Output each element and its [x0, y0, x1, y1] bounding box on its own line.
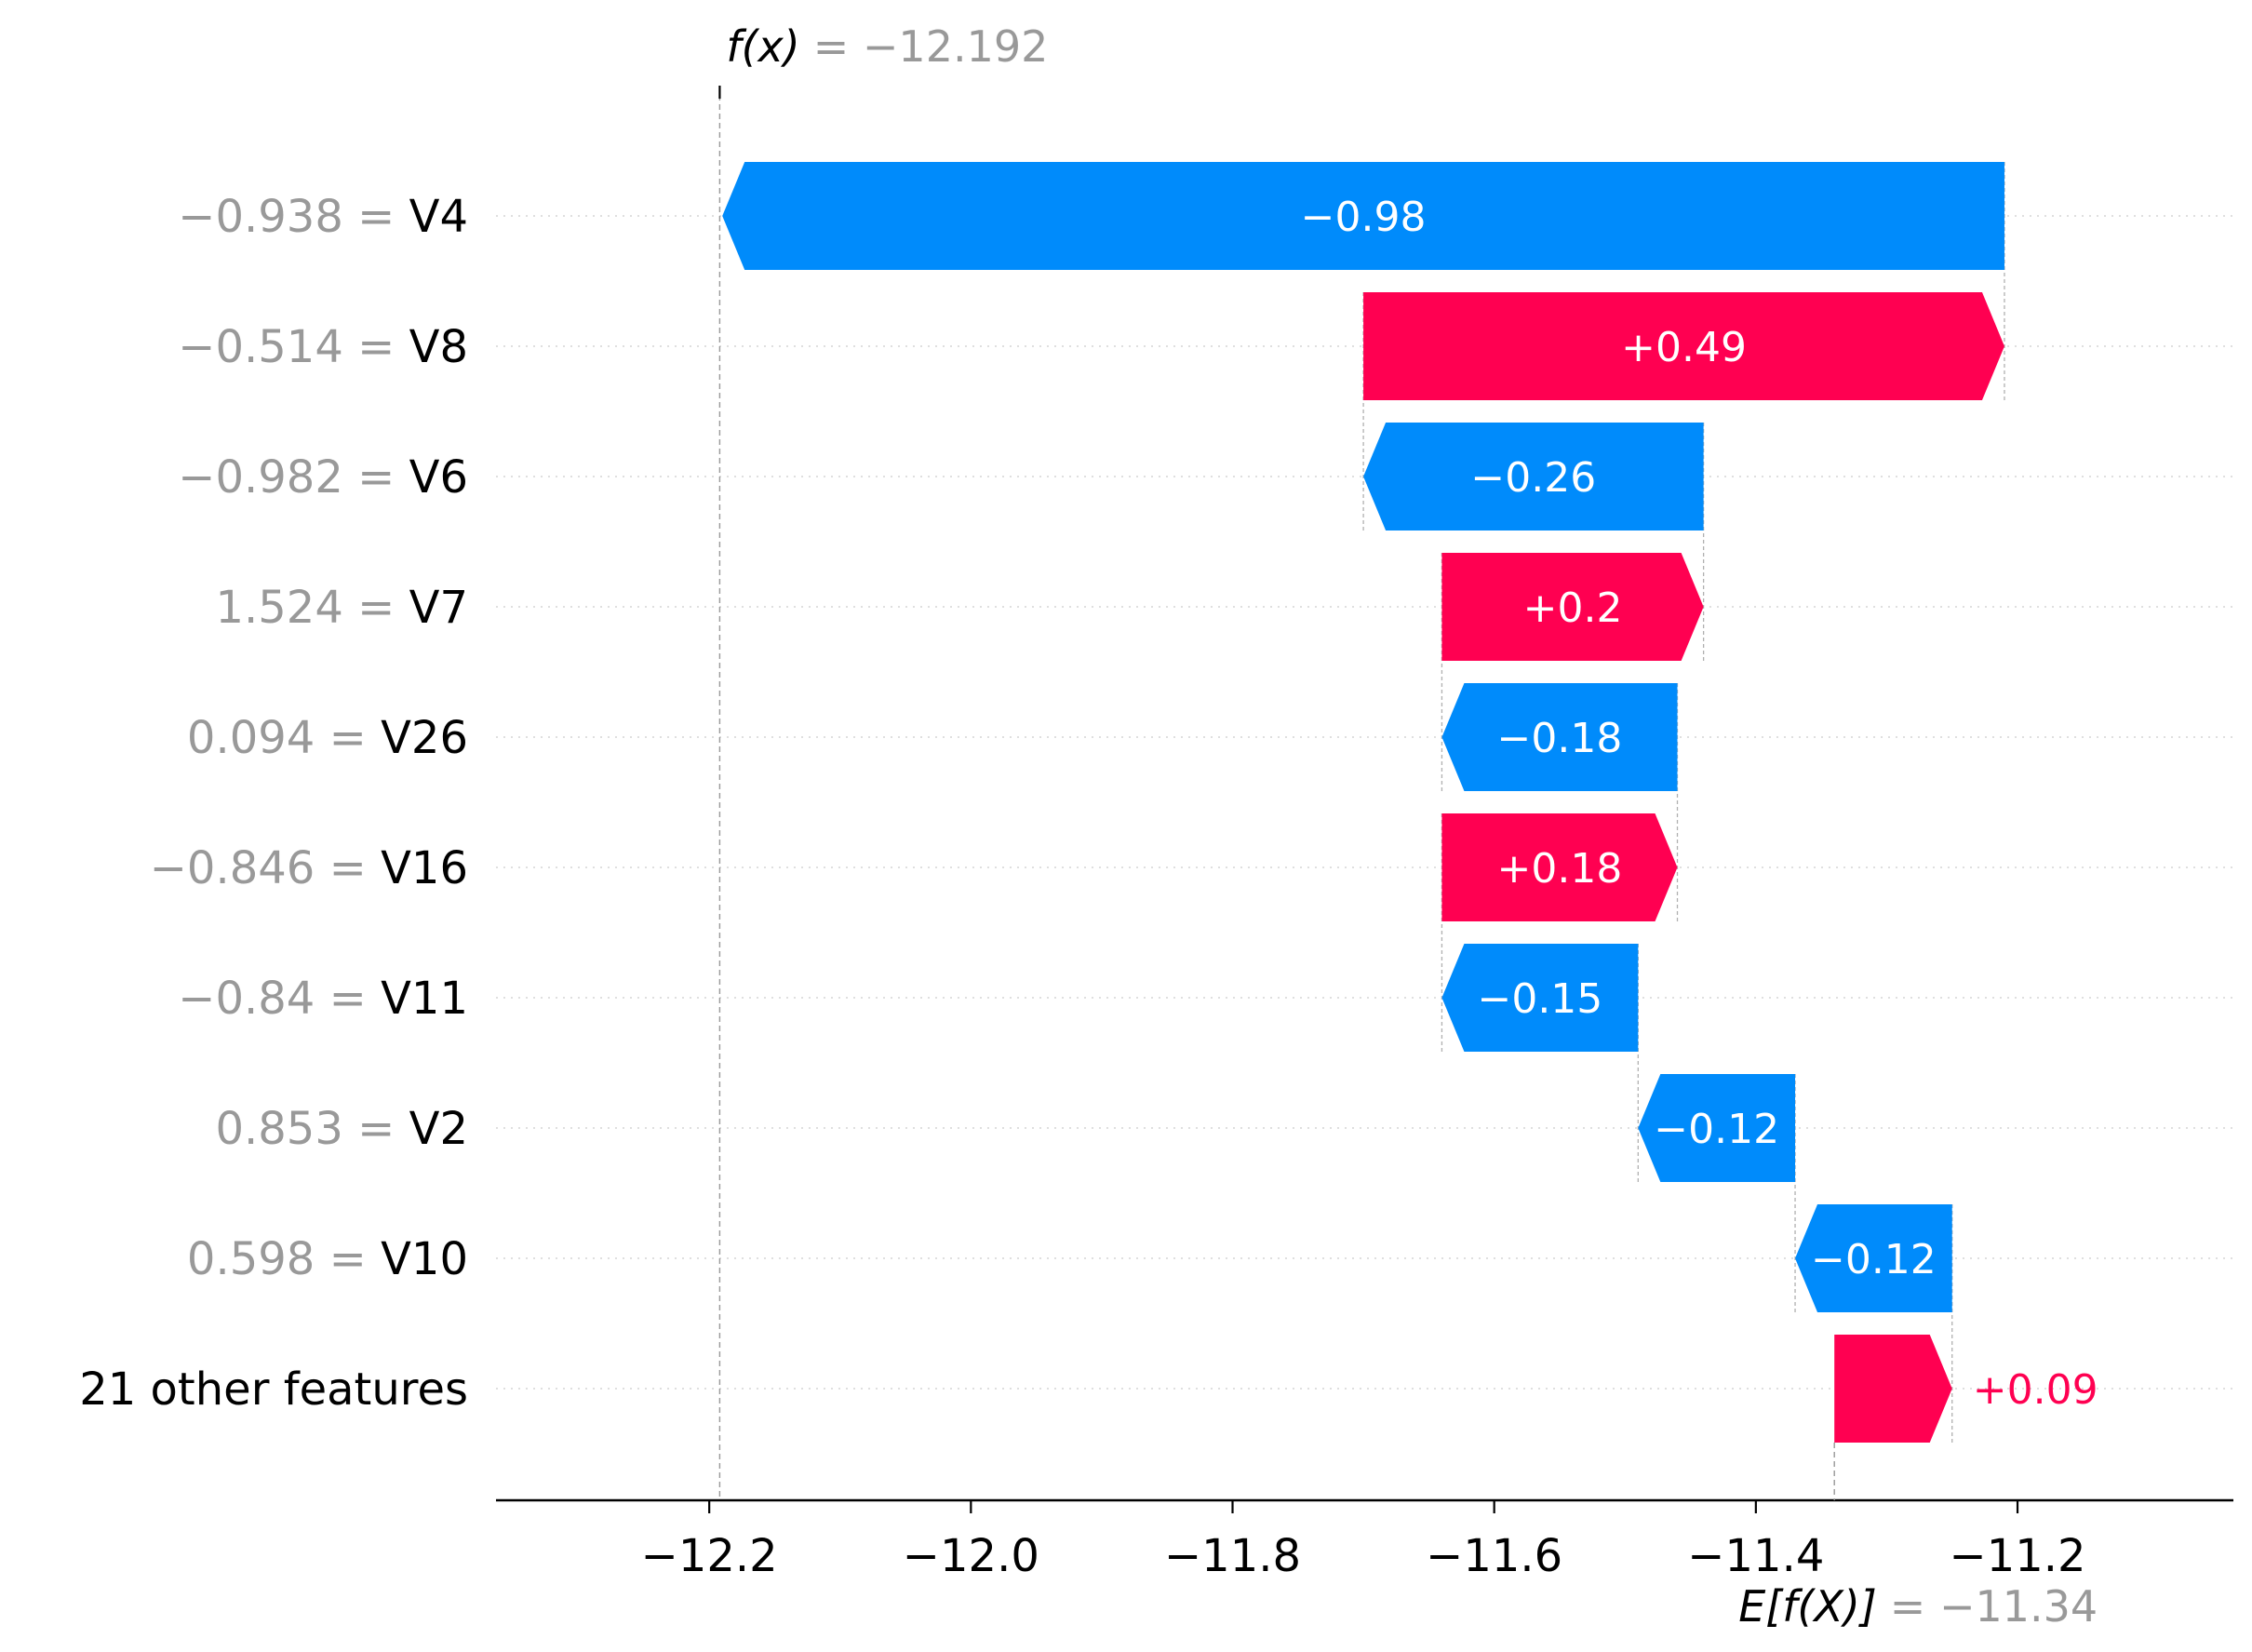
base-value-annotation: E[f(X)] = −11.34 [1738, 1581, 2098, 1632]
feature-name: V6 [409, 451, 468, 504]
contribution-label: −0.12 [1654, 1106, 1779, 1153]
contribution-bar [1441, 813, 1678, 921]
feature-name: V16 [381, 842, 468, 894]
feature-name: V8 [409, 321, 468, 373]
feature-value: −0.84 = [178, 973, 381, 1025]
contribution-label: +0.2 [1523, 584, 1623, 632]
annotations: f(x) = −12.192 E[f(X)] = −11.34 [718, 21, 2098, 1632]
feature-labels: −0.938 = V4 −0.514 = V8 −0.982 = V6 1.524 =… [79, 191, 468, 1416]
feature-label: −0.84 = V11 [178, 973, 468, 1025]
output-value: = −12.192 [813, 21, 1049, 72]
base-label: E[f(X)] [1738, 1581, 1877, 1632]
feature-label: 21 other features [79, 1363, 468, 1416]
feature-name: 21 other features [79, 1363, 468, 1416]
feature-label: −0.938 = V4 [178, 191, 468, 243]
contribution-label: −0.26 [1470, 454, 1596, 502]
contribution-bar [1795, 1204, 1952, 1312]
feature-value: −0.846 = [150, 842, 381, 894]
feature-name: V26 [381, 712, 468, 764]
feature-value: −0.514 = [178, 321, 409, 373]
feature-value: −0.938 = [178, 191, 409, 243]
feature-value: −0.982 = [178, 451, 409, 504]
feature-value: 0.094 = [187, 712, 381, 764]
base-value: = −11.34 [1890, 1581, 2098, 1632]
contribution-bar [1441, 683, 1678, 791]
feature-label: −0.982 = V6 [178, 451, 468, 504]
feature-name: V11 [381, 973, 468, 1025]
output-value-annotation: f(x) = −12.192 [726, 21, 1048, 72]
output-label: f(x) [726, 21, 799, 72]
contribution-label: −0.12 [1811, 1236, 1937, 1283]
feature-name: V4 [409, 191, 468, 243]
feature-label: 0.094 = V26 [187, 712, 468, 764]
contribution-label: −0.15 [1477, 975, 1602, 1023]
contribution-bar [1363, 423, 1704, 531]
feature-value: 1.524 = [215, 582, 409, 634]
contribution-label: +0.09 [1973, 1366, 2098, 1414]
x-tick-label: −11.6 [1426, 1530, 1562, 1582]
x-tick-label: −11.2 [1949, 1530, 2085, 1582]
x-tick-label: −11.4 [1687, 1530, 1824, 1582]
x-tick-label: −12.2 [641, 1530, 778, 1582]
feature-label: −0.846 = V16 [150, 842, 468, 894]
feature-label: 0.598 = V10 [187, 1233, 468, 1285]
contribution-label: −0.98 [1301, 194, 1427, 241]
feature-name: V10 [381, 1233, 468, 1285]
x-tick-label: −11.8 [1164, 1530, 1301, 1582]
contribution-bar [1441, 944, 1639, 1052]
feature-label: 1.524 = V7 [215, 582, 468, 634]
feature-label: 0.853 = V2 [215, 1103, 468, 1155]
feature-name: V7 [409, 582, 468, 634]
feature-name: V2 [409, 1103, 468, 1155]
contribution-bar [722, 162, 2004, 270]
contribution-label: +0.49 [1621, 324, 1747, 371]
contribution-bar [1363, 292, 2004, 400]
x-axis: −12.2 −12.0 −11.8 −11.6 −11.4 −11.2 [496, 1498, 2233, 1582]
contribution-bar [1834, 1335, 1952, 1443]
contribution-labels: −0.98 +0.49 −0.26 +0.2 −0.18 +0.18 −0.15 −0.12 −… [1301, 194, 2098, 1414]
contribution-label: +0.18 [1497, 845, 1623, 893]
contribution-bar [1441, 553, 1704, 661]
feature-label: −0.514 = V8 [178, 321, 468, 373]
contribution-label: −0.18 [1497, 715, 1623, 762]
feature-value: 0.598 = [187, 1233, 381, 1285]
contribution-bar [1638, 1074, 1796, 1182]
x-tick-label: −12.0 [903, 1530, 1039, 1582]
feature-value: 0.853 = [215, 1103, 409, 1155]
contribution-bars [722, 162, 2004, 1443]
